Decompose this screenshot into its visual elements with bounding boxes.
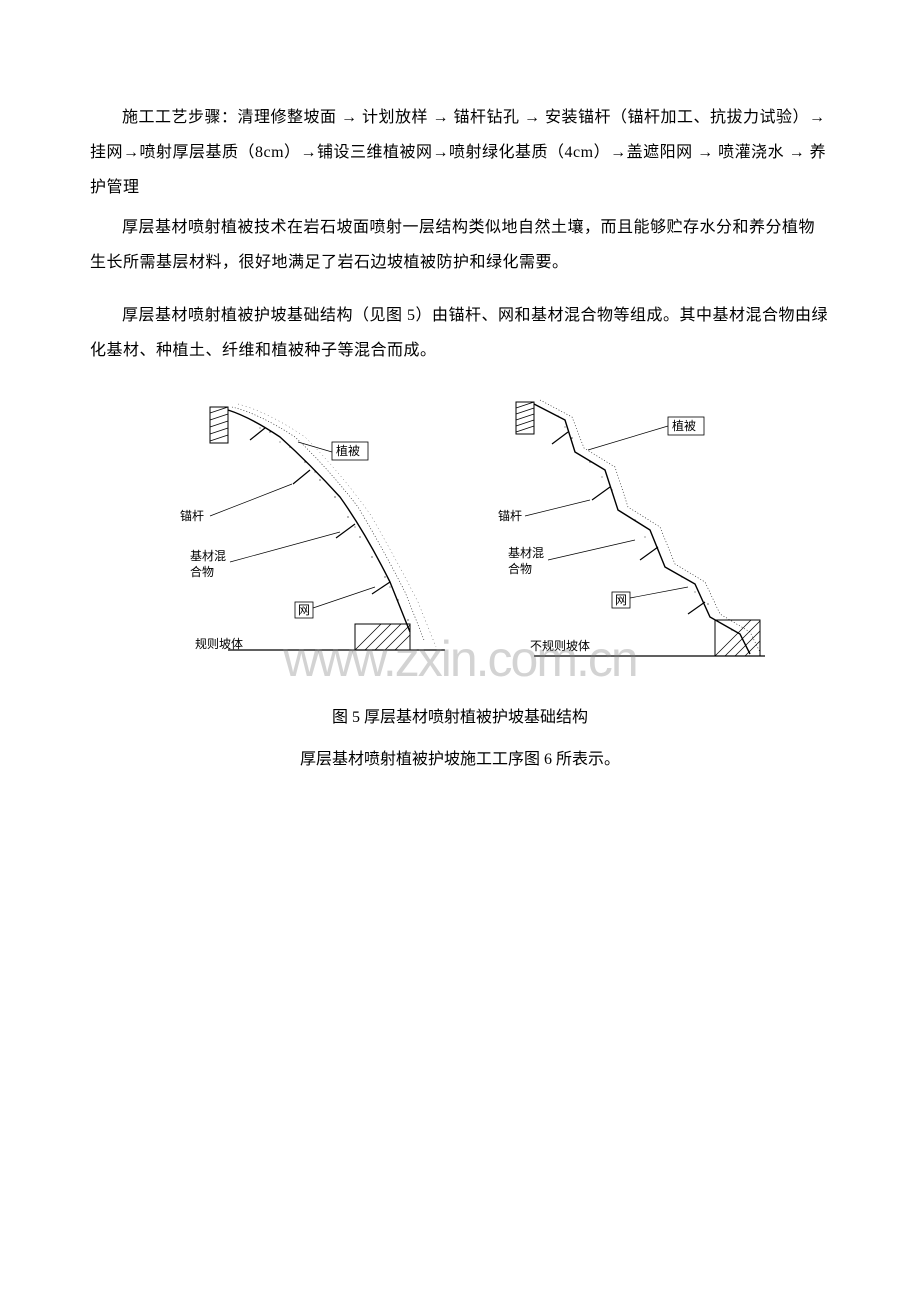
label-mixture-left-1: 基材混 <box>190 549 226 563</box>
label-mixture-right-1: 基材混 <box>508 546 544 560</box>
label-irregular-slope: 不规则坡体 <box>530 638 590 653</box>
figure-5-diagram: 植被 锚杆 基材混 合物 网 规则坡体 <box>150 392 770 692</box>
figure-5-caption: 图 5 厚层基材喷射植被护坡基础结构 <box>90 702 830 734</box>
label-mixture-right-2: 合物 <box>508 561 532 576</box>
label-vegetation-left: 植被 <box>336 443 360 458</box>
paragraph-2: 厚层基材喷射植被技术在岩石坡面喷射一层结构类似地自然土壤，而且能够贮存水分和养分… <box>90 210 830 280</box>
document-body: 施工工艺步骤：清理修整坡面 → 计划放样 → 锚杆钻孔 → 安装锚杆（锚杆加工、… <box>90 100 830 776</box>
label-mesh-left: 网 <box>298 603 310 617</box>
label-mixture-left-2: 合物 <box>190 564 214 579</box>
label-regular-slope: 规则坡体 <box>195 636 243 651</box>
label-anchor-left: 锚杆 <box>180 508 204 523</box>
label-anchor-right: 锚杆 <box>498 508 522 523</box>
paragraph-1: 施工工艺步骤：清理修整坡面 → 计划放样 → 锚杆钻孔 → 安装锚杆（锚杆加工、… <box>90 100 830 206</box>
right-diagram: 植被 锚杆 基材混 合物 网 不规则坡体 <box>498 400 765 656</box>
figure-6-reference: 厚层基材喷射植被护坡施工工序图 6 所表示。 <box>90 744 830 776</box>
figure-5-container: 植被 锚杆 基材混 合物 网 规则坡体 <box>90 392 830 776</box>
paragraph-3: 厚层基材喷射植被护坡基础结构（见图 5）由锚杆、网和基材混合物等组成。其中基材混… <box>90 298 830 368</box>
left-diagram: 植被 锚杆 基材混 合物 网 规则坡体 <box>180 404 445 651</box>
label-vegetation-right: 植被 <box>672 418 696 433</box>
label-mesh-right: 网 <box>615 593 627 607</box>
